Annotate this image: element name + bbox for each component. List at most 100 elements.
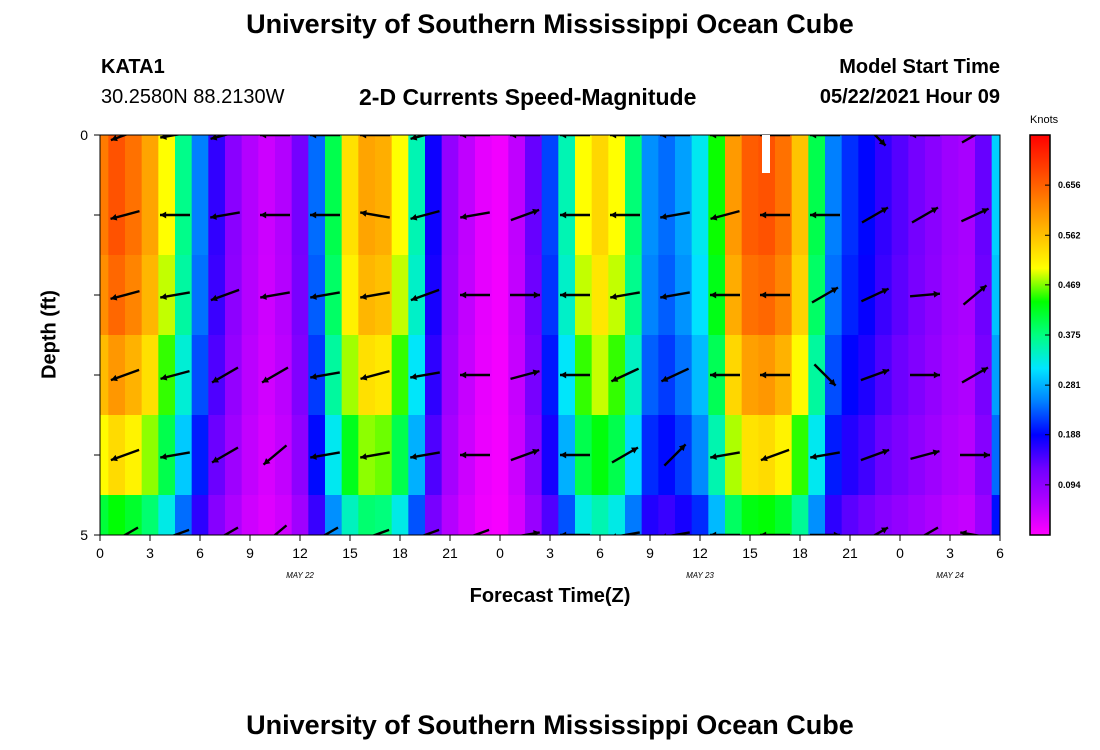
current-vector — [922, 526, 939, 535]
heatmap-cell — [708, 175, 726, 256]
colorbar-label: 0.562 — [1058, 230, 1081, 240]
heatmap-cell — [108, 335, 126, 416]
heatmap-cell — [191, 255, 209, 336]
heatmap-cell — [175, 255, 193, 336]
heatmap-cell — [375, 335, 393, 416]
heatmap-cell — [875, 135, 893, 176]
heatmap-cell — [641, 415, 659, 496]
current-vector — [760, 448, 790, 462]
heatmap-cell — [325, 335, 343, 416]
heatmap-cell — [841, 415, 859, 496]
current-vector — [261, 366, 289, 384]
heatmap-cell — [825, 335, 843, 416]
heatmap-cell — [291, 135, 309, 176]
x-tick-label: 0 — [496, 545, 504, 561]
heatmap-cell — [791, 135, 809, 176]
model-start-label: Model Start Time — [839, 56, 1000, 78]
heatmap-cell — [208, 335, 226, 416]
heatmap-cell — [291, 495, 309, 535]
current-vector — [560, 371, 590, 379]
heatmap-cell — [841, 335, 859, 416]
heatmap-cell — [475, 135, 493, 176]
heatmap-cell — [325, 255, 343, 336]
current-vector — [310, 211, 340, 219]
heatmap-cell — [625, 255, 643, 336]
heatmap-cell — [808, 495, 826, 535]
heatmap-cell — [491, 135, 509, 176]
heatmap-cell — [808, 335, 826, 416]
heatmap-cell — [641, 495, 659, 535]
heatmap-cell — [875, 495, 893, 535]
station-coordinates: 30.2580N 88.2130W — [101, 86, 285, 108]
heatmap-cell — [991, 175, 1000, 256]
heatmap-cell — [708, 135, 726, 176]
heatmap-cell — [325, 415, 343, 496]
heatmap-cell — [141, 175, 159, 256]
x-tick-label: 6 — [596, 545, 604, 561]
current-vector — [260, 211, 290, 219]
heatmap-cell — [641, 255, 659, 336]
current-vector — [710, 371, 740, 379]
current-vector — [222, 526, 239, 535]
heatmap-cell — [925, 415, 943, 496]
current-vector — [910, 449, 940, 461]
heatmap-cell — [558, 495, 576, 535]
heatmap-cell — [608, 415, 626, 496]
heatmap-cell — [875, 255, 893, 336]
heatmap-cell — [691, 495, 709, 535]
heatmap-cell — [741, 255, 759, 336]
heatmap-cell — [541, 175, 559, 256]
heatmap-cell — [358, 495, 376, 535]
heatmap-cell — [341, 495, 359, 535]
current-vector — [811, 286, 839, 304]
heatmap-cell — [808, 135, 826, 176]
heatmap-cell — [858, 175, 876, 256]
current-vector — [460, 211, 490, 220]
current-vector — [160, 451, 190, 460]
heatmap-cell — [158, 135, 176, 176]
x-tick-label: 21 — [842, 545, 858, 561]
heatmap-cell — [591, 255, 609, 336]
heatmap-cell — [275, 335, 293, 416]
current-vector — [211, 366, 239, 384]
heatmap-cell — [508, 495, 526, 535]
heatmap-cell — [175, 335, 193, 416]
current-vector — [110, 135, 129, 142]
x-tick-label: 6 — [196, 545, 204, 561]
heatmap-cell — [225, 175, 243, 256]
heatmap-cell — [991, 335, 1000, 416]
heatmap-cell — [891, 135, 909, 176]
heatmap-cell — [975, 135, 993, 176]
heatmap-cell — [308, 495, 326, 535]
current-vector — [510, 291, 540, 299]
current-vector — [210, 288, 240, 302]
x-tick-label: 15 — [742, 545, 758, 561]
heatmap-cell — [941, 255, 959, 336]
x-tick-label: 18 — [792, 545, 808, 561]
current-vector — [160, 369, 190, 381]
heatmap-cell — [525, 135, 543, 176]
heatmap-cell — [858, 415, 876, 496]
current-vector — [810, 135, 840, 139]
current-vector — [872, 526, 889, 535]
heatmap-cell — [958, 135, 976, 176]
current-vector — [560, 211, 590, 219]
heatmap-cell — [175, 135, 193, 176]
heatmap-cell — [691, 135, 709, 176]
heatmap-cell — [408, 175, 426, 256]
heatmap-cell — [100, 335, 109, 416]
heatmap-cell — [658, 335, 676, 416]
current-vector — [610, 367, 640, 383]
heatmap-cell — [658, 495, 676, 535]
heatmap-cell — [841, 135, 859, 176]
heatmap-cell — [908, 495, 926, 535]
heatmap-cell — [125, 415, 143, 496]
heatmap-cell — [341, 255, 359, 336]
current-vector — [960, 451, 990, 459]
heatmap-cell — [591, 175, 609, 256]
heatmap-cell — [108, 255, 126, 336]
heatmap-cell — [541, 255, 559, 336]
heatmap-cell — [741, 415, 759, 496]
current-vector — [910, 135, 940, 139]
x-tick-label: 12 — [292, 545, 308, 561]
